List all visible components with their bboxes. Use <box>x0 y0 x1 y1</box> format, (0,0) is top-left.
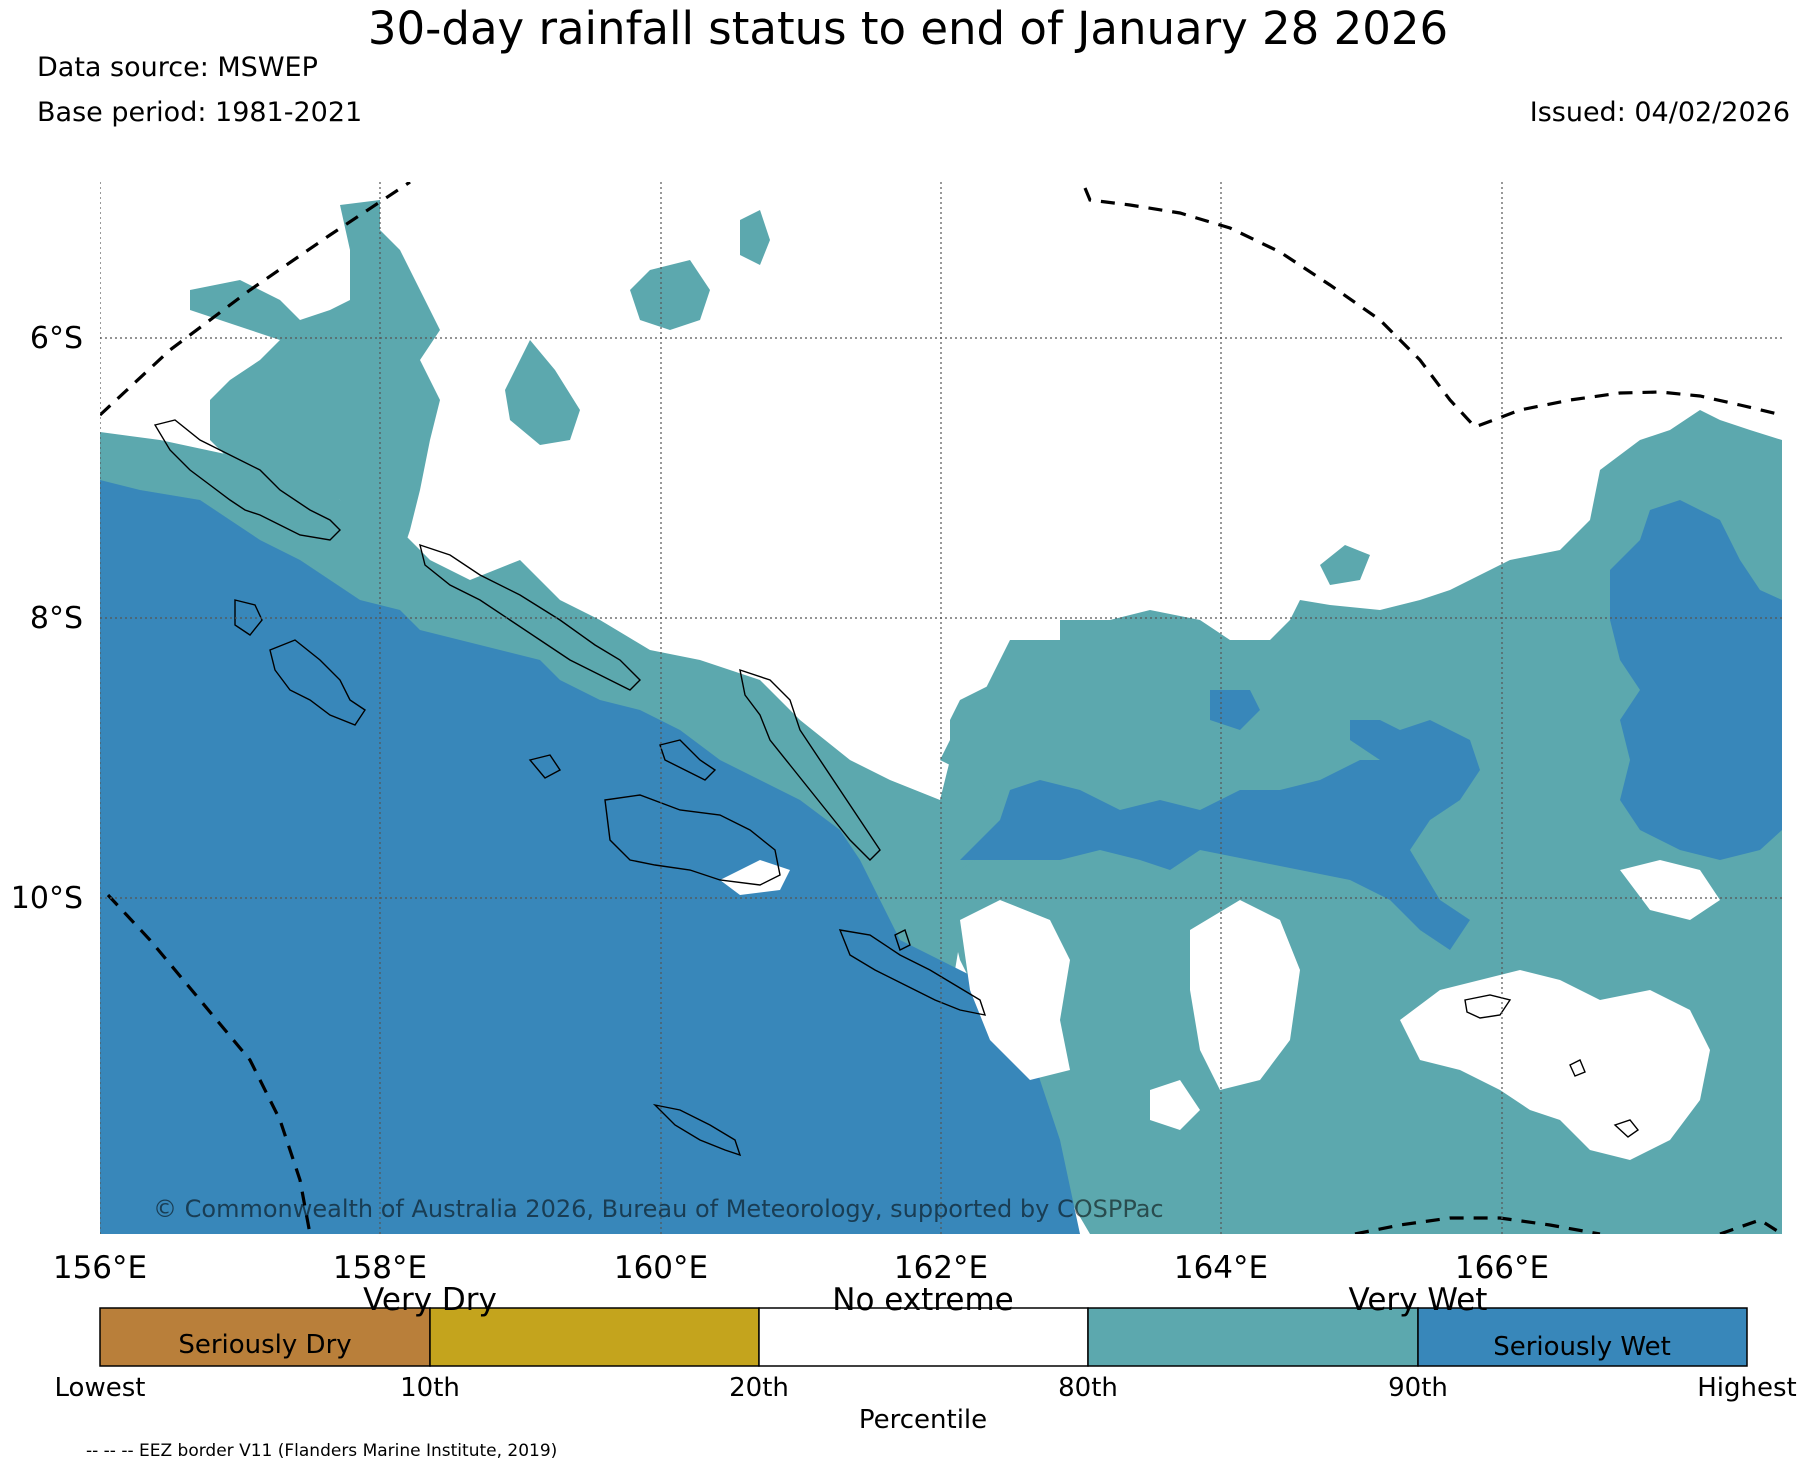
coastline-rennell <box>652 1103 742 1157</box>
very-wet-north-blob <box>505 340 580 445</box>
lon-label-158e: 158°E <box>333 1250 427 1286</box>
legend-colorbar <box>99 1307 1748 1367</box>
lon-label-156e: 156°E <box>53 1250 147 1286</box>
eez-border-southeast <box>1719 1218 1782 1234</box>
copyright-notice: © Commonwealth of Australia 2026, Bureau… <box>153 1195 1164 1223</box>
legend-swatch-no-extreme <box>758 1307 1089 1367</box>
legend-swatch-seriously-dry <box>99 1307 431 1367</box>
legend-label-seriously-wet: Seriously Wet <box>1493 1332 1671 1362</box>
coastline-small-island-4 <box>1569 1059 1586 1077</box>
legend-label-very-dry: Very Dry <box>363 1282 497 1318</box>
issued-date: Issued: 04/02/2026 <box>1529 97 1790 128</box>
seriously-wet-east-patch <box>1210 690 1260 730</box>
data-source: Data source: MSWEP <box>37 52 318 83</box>
seriously-wet-band <box>960 720 1480 950</box>
coastline-small-island-1 <box>528 754 562 779</box>
coastline-bougainville <box>153 419 341 541</box>
coastline-santa-isabel <box>739 668 881 861</box>
coastlines <box>153 419 1640 1157</box>
legend-swatch-seriously-wet <box>1417 1307 1748 1367</box>
very-wet-north-island-2 <box>740 210 770 265</box>
legend-tick-lowest: Lowest <box>55 1373 146 1403</box>
legend-swatch-very-wet <box>1087 1307 1419 1367</box>
legend-swatch-very-dry <box>429 1307 760 1367</box>
no-extreme-patch-5 <box>1150 1080 1200 1130</box>
base-period: Base period: 1981-2021 <box>37 97 363 128</box>
eez-footnote: -- -- -- EEZ border V11 (Flanders Marine… <box>86 1441 558 1461</box>
coastline-small-island-3 <box>894 929 911 951</box>
legend-label-seriously-dry: Seriously Dry <box>178 1330 351 1360</box>
eez-border-south <box>1354 1216 1601 1234</box>
coastline-new-georgia <box>234 599 263 636</box>
legend-tick-80th: 80th <box>1058 1373 1118 1403</box>
eez-border-north <box>1083 187 1782 429</box>
legend-tick-20th: 20th <box>729 1373 789 1403</box>
eez-borders <box>100 182 1782 1234</box>
legend-tick-highest: Highest <box>1697 1373 1797 1403</box>
coastline-choiseul <box>419 543 641 691</box>
eez-border-northwest <box>100 182 411 417</box>
lat-label-6s: 6°S <box>30 321 83 356</box>
no-extreme-patch-1 <box>960 900 1070 1080</box>
legend-axis-label: Percentile <box>859 1405 987 1435</box>
very-wet-north-island <box>630 260 710 330</box>
lon-label-162e: 162°E <box>894 1250 988 1286</box>
coastline-temotu-island <box>1613 1119 1640 1138</box>
seriously-wet-regions <box>100 480 1782 1234</box>
gridlines <box>100 182 1782 1234</box>
coastline-guadalcanal <box>604 794 781 886</box>
seriously-wet-far-east <box>1610 500 1782 860</box>
no-extreme-patch-4 <box>1620 860 1720 920</box>
coastline-santa-cruz <box>1464 994 1512 1019</box>
lat-label-8s: 8°S <box>30 601 83 636</box>
no-extreme-patch-6 <box>720 860 790 895</box>
very-wet-east-upper <box>1320 545 1370 585</box>
lon-label-160e: 160°E <box>614 1250 708 1286</box>
legend-label-no-extreme: No extreme <box>832 1282 1013 1318</box>
lat-label-10s: 10°S <box>11 881 83 916</box>
legend-tick-10th: 10th <box>400 1373 460 1403</box>
legend-tick-90th: 90th <box>1388 1373 1448 1403</box>
lon-label-164e: 164°E <box>1174 1250 1268 1286</box>
coastline-makira <box>838 929 987 1016</box>
map-title: 30-day rainfall status to end of January… <box>367 2 1449 55</box>
coastline-malaita <box>269 639 366 726</box>
coastline-small-island-2 <box>659 739 717 781</box>
map-panel: © Commonwealth of Australia 2026, Bureau… <box>100 182 1782 1234</box>
legend-label-very-wet: Very Wet <box>1349 1282 1488 1318</box>
eez-border-southwest <box>106 893 312 1234</box>
seriously-wet-southwest <box>100 480 1080 1234</box>
lon-label-166e: 166°E <box>1455 1250 1549 1286</box>
no-extreme-patch-2 <box>1190 900 1300 1090</box>
